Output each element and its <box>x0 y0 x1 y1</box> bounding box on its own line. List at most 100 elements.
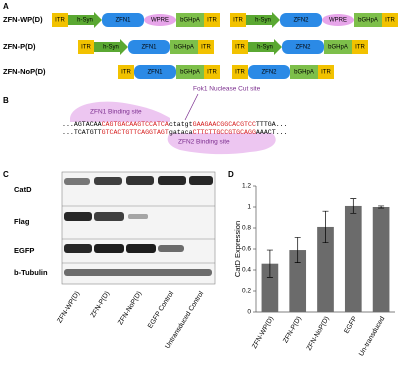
protein-label: CatD <box>14 185 32 194</box>
lane-label: ZFN-WP(D) <box>56 290 81 324</box>
part-label: ZFN2 <box>294 18 310 24</box>
part-label: h-Syn <box>103 45 119 51</box>
band <box>158 245 184 252</box>
sequence-segment: GTCACTGTTCAGGTAGT <box>102 129 169 136</box>
blot <box>61 171 216 285</box>
part-label: WPRE <box>151 18 169 24</box>
part-label: ITR <box>81 45 91 51</box>
polya <box>176 65 204 79</box>
part-label: ITR <box>121 70 131 76</box>
protein-label: b-Tubulin <box>14 268 48 277</box>
promoter-arrow <box>248 39 282 55</box>
zfn <box>282 40 324 54</box>
band <box>64 269 212 276</box>
polya <box>354 13 382 27</box>
y-tick-label: 1 <box>247 204 251 211</box>
promoter-arrow <box>68 12 102 28</box>
part-label: ITR <box>207 18 217 24</box>
y-tick-label: 0.2 <box>242 288 251 295</box>
part-label: ZFN1 <box>116 18 132 24</box>
sequence-segment: GAAGAACGGCACGTCC <box>193 121 256 128</box>
part-label: h-Syn <box>255 18 271 24</box>
part-label: bGHpA <box>180 70 200 76</box>
polya <box>324 40 352 54</box>
bottom-strand: ...TCATGTTGTCACTGTTCAGGTAGTgatacaCTTCTTG… <box>62 129 288 136</box>
x-tick-label: ZFN-NoP(D) <box>306 315 331 352</box>
error-bar <box>322 210 329 244</box>
lane-label: EGFP Control <box>147 290 176 330</box>
part-label: ZFN2 <box>296 45 312 51</box>
sequence-segment: gataca <box>169 129 193 136</box>
itr <box>78 40 94 54</box>
sequence-segment: CTTCTTGCCGTGCAGG <box>193 129 256 136</box>
part-label: bGHpA <box>294 70 314 76</box>
wpre <box>144 14 176 26</box>
top-strand: ...AGTACAACAGTGACAAGTCCATCActatgtGAAGAAC… <box>62 121 288 128</box>
panel-label: D <box>228 170 234 179</box>
itr <box>198 40 214 54</box>
part-label: ITR <box>207 70 217 76</box>
itr <box>204 13 220 27</box>
sequence-segment: TTTGA... <box>256 121 288 128</box>
zfn1-blob <box>70 101 170 122</box>
band <box>64 178 90 185</box>
polya <box>170 40 198 54</box>
error-bar <box>266 249 273 278</box>
polya <box>176 13 204 27</box>
band <box>64 244 92 253</box>
itr <box>204 65 220 79</box>
y-tick-label: 0.8 <box>242 225 251 232</box>
bar <box>289 250 307 312</box>
itr <box>232 65 248 79</box>
part-label: ITR <box>55 18 65 24</box>
itr <box>118 65 134 79</box>
x-tick-label: EGFP <box>343 315 359 335</box>
promoter-arrow <box>246 12 280 28</box>
lane-label: ZFN-P(D) <box>90 290 112 319</box>
error-bar <box>378 205 385 209</box>
zfn <box>248 65 290 79</box>
bar <box>261 263 279 312</box>
sequence-segment: ...AGTACAA <box>62 121 102 128</box>
sequence-segment: AAACT... <box>256 129 288 136</box>
cut-site-label: Fok1 Nuclease Cut site <box>193 86 261 93</box>
part-label: ITR <box>201 45 211 51</box>
zfn2-site-label: ZFN2 Binding site <box>178 139 230 146</box>
part-label: ITR <box>233 18 243 24</box>
x-tick-label: Un-transduced <box>358 315 386 357</box>
lane-label: ZFN-NoP(D) <box>117 290 143 326</box>
sequence-segment: ctatgt <box>169 121 193 128</box>
construct-name: ZFN-NoP(D) <box>3 67 46 76</box>
y-tick-label: 1.2 <box>242 183 251 190</box>
panel-label: B <box>3 96 9 105</box>
itr <box>352 40 368 54</box>
sequence-segment: ...TCATGTT <box>62 129 102 136</box>
part-label: ITR <box>385 18 395 24</box>
wpre <box>322 14 354 26</box>
protein-label: EGFP <box>14 246 34 255</box>
part-label: bGHpA <box>328 45 348 51</box>
part-label: ITR <box>235 70 245 76</box>
band <box>126 244 156 253</box>
polya <box>290 65 318 79</box>
panel-label: C <box>3 170 9 179</box>
zfn2-blob <box>167 133 276 155</box>
part-label: WPRE <box>329 18 347 24</box>
zfn <box>102 13 144 27</box>
y-tick-label: 0 <box>247 309 251 316</box>
itr <box>230 13 246 27</box>
itr <box>232 40 248 54</box>
part-label: ZFN2 <box>262 70 278 76</box>
itr <box>382 13 398 27</box>
band <box>94 177 122 185</box>
panel-label: A <box>3 2 9 11</box>
error-bar <box>350 198 357 214</box>
part-label: ZFN1 <box>148 70 164 76</box>
band <box>189 176 213 185</box>
zfn1-site-label: ZFN1 Binding site <box>90 109 142 116</box>
zfn <box>134 65 176 79</box>
error-bar <box>294 237 301 263</box>
construct-name: ZFN-P(D) <box>3 42 36 51</box>
part-label: ITR <box>355 45 365 51</box>
